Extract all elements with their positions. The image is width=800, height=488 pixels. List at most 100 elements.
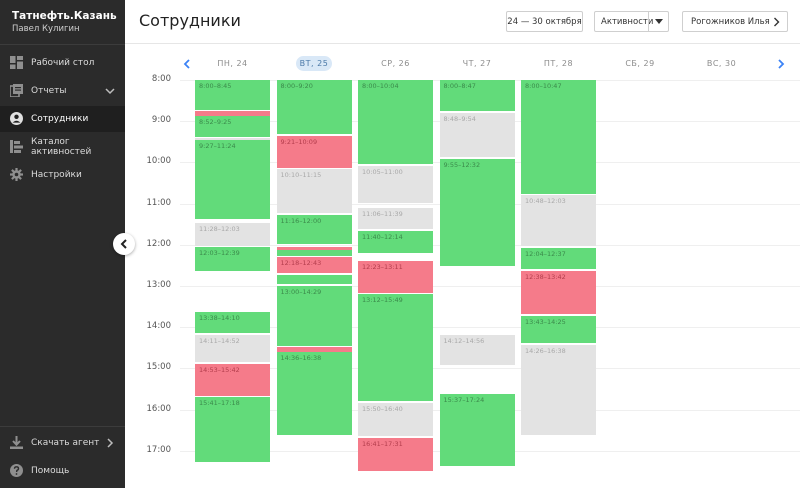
- hour-label: 16:00: [146, 403, 172, 414]
- nav-item-reports[interactable]: Отчеты: [0, 78, 125, 104]
- nav-item-label: Помощь: [31, 466, 70, 476]
- nav-item-catalog[interactable]: Каталог активностей: [0, 134, 125, 160]
- employee-select[interactable]: Рогожников Илья: [682, 11, 788, 32]
- activity-select-value: Активности: [601, 16, 654, 27]
- hour-label: 13:00: [146, 280, 172, 290]
- activity-block-green[interactable]: 8:00–9:20: [276, 80, 352, 134]
- date-range-picker[interactable]: 24 — 30 октября: [506, 11, 583, 32]
- activity-block-green[interactable]: 9:27–11:24: [195, 139, 270, 220]
- chevron-right-icon: [774, 17, 780, 27]
- hour-line: [180, 327, 800, 329]
- activity-block-red[interactable]: [195, 110, 270, 117]
- download-icon: [10, 436, 23, 449]
- activity-block-gray[interactable]: 11:28–12:03: [195, 222, 270, 246]
- activity-block-red[interactable]: 16:41–17:31: [358, 437, 433, 472]
- activity-block-green[interactable]: 14:36–16:38: [276, 351, 352, 435]
- activity-block-gray[interactable]: 14:12–14:56: [439, 335, 515, 365]
- activity-block-green[interactable]: 9:55–12:32: [439, 158, 515, 266]
- activity-block-green[interactable]: 8:00–8:45: [195, 80, 270, 110]
- nav-item-desktop[interactable]: Рабочий стол: [0, 50, 125, 76]
- date-range-label: 24 — 30 октября: [507, 16, 582, 27]
- activity-block-green[interactable]: 8:00–10:04: [358, 80, 433, 165]
- nav-item-label: Сотрудники: [31, 114, 89, 124]
- activity-block-gray[interactable]: 10:48–12:03: [521, 195, 596, 246]
- nav-item-employees[interactable]: Сотрудники: [0, 106, 125, 132]
- caret-down-icon: [654, 18, 663, 24]
- user-name: Павел Кулигин: [12, 24, 80, 34]
- nav-item-settings[interactable]: Настройки: [0, 162, 125, 188]
- activity-block-gray[interactable]: 14:11–14:52: [195, 334, 270, 362]
- chevron-down-icon: [105, 88, 115, 95]
- day-label: ВС, 30: [706, 59, 737, 68]
- activity-block-green[interactable]: 13:00–14:29: [276, 286, 352, 347]
- calendar-grid: 8:00 9:00 10:00 11:00 12:00 13:00 14:00 15:00 16…: [125, 74, 800, 488]
- activity-block-green[interactable]: 13:43–14:25: [521, 315, 596, 344]
- activity-block-red[interactable]: 14:53–15:42: [195, 363, 270, 397]
- page-title: Сотрудники: [139, 11, 241, 30]
- day-label: СБ, 29: [625, 59, 655, 68]
- activity-block-gray[interactable]: 15:50–16:40: [358, 402, 433, 437]
- activity-block-red[interactable]: [276, 246, 352, 253]
- hour-label: 14:00: [146, 321, 172, 332]
- chevron-right-icon: [107, 438, 114, 448]
- activity-block-green[interactable]: 8:00–10:47: [521, 80, 596, 194]
- prev-week-icon[interactable]: [182, 59, 192, 69]
- nav-item-label: Отчеты: [31, 86, 67, 96]
- hour-label: 8:00: [151, 74, 171, 84]
- nav-item-label: Каталог активностей: [31, 137, 92, 157]
- activity-block-red[interactable]: 12:18–12:43: [276, 257, 352, 274]
- activity-block-green[interactable]: 15:37–17:24: [439, 393, 515, 467]
- activity-block-red[interactable]: [276, 347, 352, 354]
- hour-label: 9:00: [151, 115, 171, 126]
- hour-label: 10:00: [146, 156, 172, 167]
- activity-block-red[interactable]: 12:23–13:11: [358, 260, 433, 293]
- nav-item-label: Настройки: [31, 170, 82, 180]
- activity-block-green[interactable]: 12:04–12:37: [521, 247, 596, 270]
- activity-block-gray[interactable]: 10:10–11:15: [276, 169, 352, 213]
- activity-block-green[interactable]: 11:16–12:00: [276, 214, 352, 244]
- activity-block-red[interactable]: 9:21–10:09: [276, 135, 352, 168]
- day-label: СР, 26: [381, 59, 410, 68]
- sidebar-divider: [0, 426, 125, 427]
- activity-block-green[interactable]: 11:40–12:14: [358, 231, 433, 254]
- org-name: Татнефть.Казань: [12, 10, 117, 22]
- user-icon: [10, 112, 23, 125]
- activity-block-green[interactable]: 15:41–17:18: [195, 396, 270, 463]
- dropdown-toggle[interactable]: [648, 12, 668, 31]
- gear-icon: [10, 168, 23, 181]
- activity-block-gray[interactable]: 10:05–11:00: [358, 165, 433, 203]
- page-header: Сотрудники 24 — 30 октября Активности Ро…: [125, 0, 800, 44]
- activity-block-green[interactable]: [276, 275, 352, 284]
- activity-select[interactable]: Активности: [594, 11, 669, 32]
- employee-select-value: Рогожников Илья: [691, 16, 770, 27]
- day-header: ПН, 24 ВТ, 25 СР, 26 ЧТ, 27 ПТ, 28 СБ, 29 ВС, …: [125, 54, 800, 74]
- reports-icon: [10, 84, 23, 97]
- hour-line: [180, 368, 800, 370]
- activity-block-green[interactable]: 13:38–14:10: [195, 312, 270, 334]
- sidebar-collapse-button[interactable]: [113, 233, 135, 255]
- sidebar: Татнефть.Казань Павел Кулигин Рабочий ст…: [0, 0, 125, 488]
- hour-label: 12:00: [146, 238, 172, 249]
- nav-item-label: Скачать агент: [31, 438, 100, 448]
- activity-block-green[interactable]: 8:00–8:47: [439, 80, 515, 112]
- catalog-icon: [10, 140, 23, 153]
- activity-block-red[interactable]: 12:38–13:42: [521, 270, 596, 314]
- day-label: ЧТ, 27: [462, 59, 492, 68]
- day-label: ПН, 24: [217, 59, 248, 68]
- hour-line: [180, 286, 800, 287]
- activity-block-green[interactable]: 8:52–9:25: [195, 115, 270, 138]
- hour-label: 15:00: [146, 362, 172, 373]
- hour-label: 11:00: [146, 197, 172, 208]
- nav-item-label: Рабочий стол: [31, 58, 95, 68]
- activity-block-gray[interactable]: 11:06–11:39: [358, 207, 433, 230]
- nav-item-download-agent[interactable]: Скачать агент: [0, 430, 125, 456]
- activity-block-green[interactable]: 12:03–12:39: [195, 246, 270, 271]
- next-week-icon[interactable]: [776, 59, 786, 69]
- hour-label: 17:00: [146, 444, 172, 455]
- nav-item-help[interactable]: Помощь: [0, 458, 125, 484]
- activity-block-green[interactable]: 13:12–15:49: [358, 294, 433, 402]
- activity-block-green[interactable]: [276, 250, 352, 257]
- chevron-left-icon: [120, 239, 127, 249]
- activity-block-gray[interactable]: 8:48–9:54: [439, 112, 515, 158]
- activity-block-gray[interactable]: 14:26–16:38: [521, 345, 596, 435]
